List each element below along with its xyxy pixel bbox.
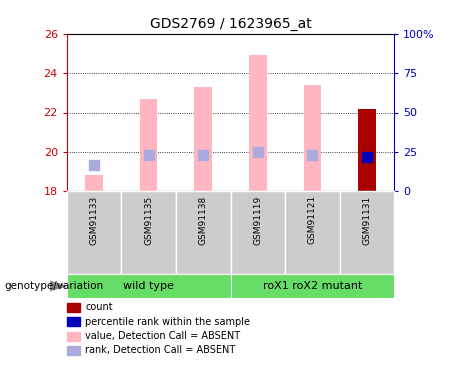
Text: GSM91133: GSM91133: [89, 195, 99, 244]
Text: value, Detection Call = ABSENT: value, Detection Call = ABSENT: [85, 331, 240, 341]
Text: GSM91131: GSM91131: [362, 195, 372, 244]
Text: GSM91135: GSM91135: [144, 195, 153, 244]
Bar: [249, 56, 266, 191]
Bar: [358, 109, 376, 191]
Point: [309, 152, 316, 158]
Bar: [304, 85, 321, 191]
Point: [145, 152, 152, 158]
Polygon shape: [50, 281, 66, 291]
Text: GSM91121: GSM91121: [308, 195, 317, 244]
Point: [90, 162, 98, 168]
Text: rank, Detection Call = ABSENT: rank, Detection Call = ABSENT: [85, 345, 236, 355]
Text: percentile rank within the sample: percentile rank within the sample: [85, 317, 250, 327]
Point: [363, 154, 371, 160]
Bar: [85, 174, 103, 191]
Text: wild type: wild type: [123, 281, 174, 291]
Text: GDS2769 / 1623965_at: GDS2769 / 1623965_at: [150, 17, 311, 31]
Text: count: count: [85, 303, 113, 312]
Text: roX1 roX2 mutant: roX1 roX2 mutant: [263, 281, 362, 291]
Bar: [140, 99, 157, 191]
Bar: [195, 87, 212, 191]
Point: [200, 152, 207, 158]
Text: GSM91138: GSM91138: [199, 195, 208, 244]
Text: genotype/variation: genotype/variation: [5, 281, 104, 291]
Point: [254, 149, 261, 155]
Text: GSM91119: GSM91119: [253, 195, 262, 244]
